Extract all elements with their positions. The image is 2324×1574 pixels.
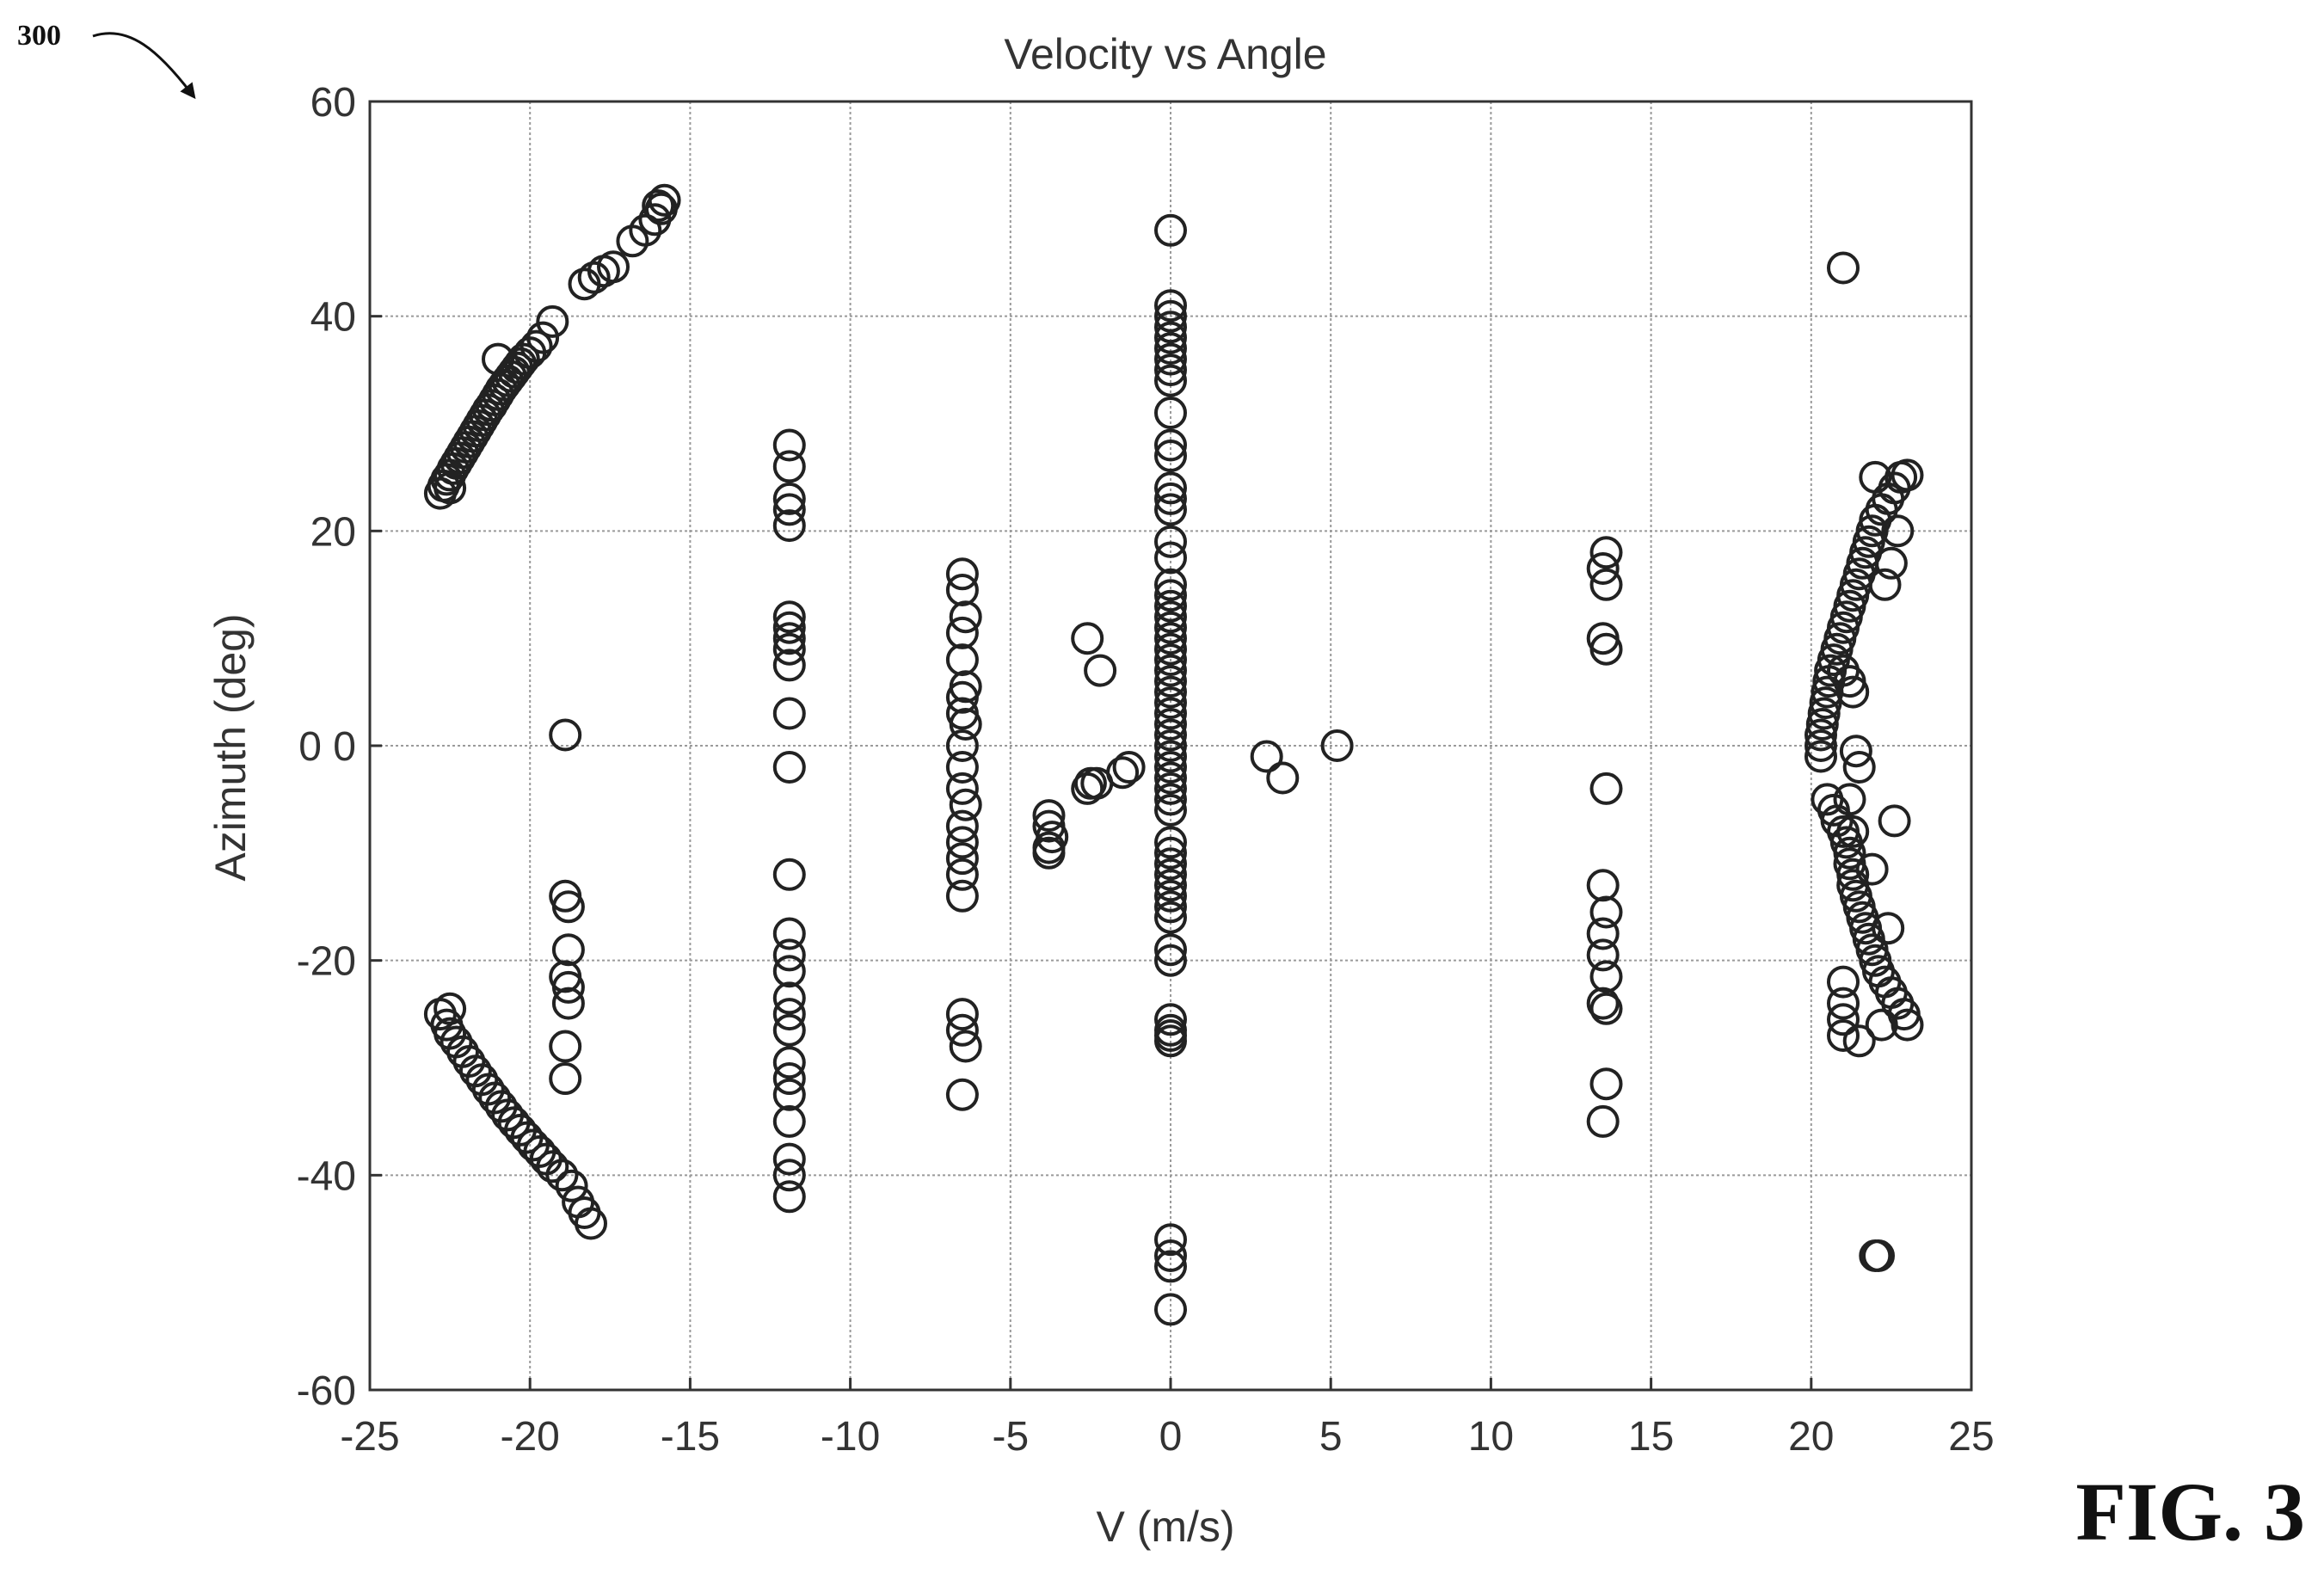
data-point bbox=[576, 1209, 606, 1239]
data-point bbox=[1115, 753, 1144, 782]
y-tick-label: 0 0 bbox=[298, 724, 356, 770]
data-point bbox=[1592, 962, 1621, 991]
x-tick-label: -15 bbox=[661, 1414, 720, 1460]
figure-ref-arrow bbox=[93, 34, 191, 93]
data-point bbox=[550, 721, 580, 750]
data-point bbox=[1592, 570, 1621, 599]
data-point bbox=[1252, 742, 1282, 772]
x-tick-label: -20 bbox=[501, 1414, 560, 1460]
data-point bbox=[775, 1107, 804, 1136]
data-point bbox=[1589, 1107, 1618, 1136]
x-axis-label: V (m/s) bbox=[1096, 1503, 1234, 1551]
data-point bbox=[550, 1064, 580, 1093]
data-point bbox=[775, 699, 804, 729]
data-point bbox=[775, 753, 804, 782]
figure-ref-number: 300 bbox=[17, 20, 61, 52]
chart-title: Velocity vs Angle bbox=[1004, 30, 1326, 78]
data-point bbox=[775, 1182, 804, 1211]
data-point bbox=[618, 226, 647, 255]
x-tick-label: 25 bbox=[1948, 1414, 1994, 1460]
figure-label: FIG. 3 bbox=[2075, 1466, 2305, 1558]
data-point bbox=[570, 1198, 599, 1227]
data-point bbox=[554, 892, 583, 921]
y-tick-label: -20 bbox=[297, 939, 356, 985]
x-tick-label: -10 bbox=[821, 1414, 880, 1460]
grid-lines bbox=[370, 101, 1971, 1390]
x-tick-label: 20 bbox=[1788, 1414, 1834, 1460]
data-point bbox=[1841, 736, 1871, 765]
x-tick-label: -25 bbox=[340, 1414, 399, 1460]
data-point bbox=[563, 1188, 593, 1217]
data-point bbox=[1592, 1069, 1621, 1098]
y-axis-label: Azimuth (deg) bbox=[206, 613, 255, 881]
y-tick-label: -60 bbox=[297, 1368, 356, 1414]
data-point bbox=[775, 860, 804, 889]
data-point bbox=[1085, 656, 1115, 686]
data-point bbox=[1073, 624, 1102, 653]
data-point bbox=[775, 452, 804, 481]
data-point bbox=[1156, 216, 1185, 245]
x-tick-label: -5 bbox=[992, 1414, 1029, 1460]
x-tick-label: 0 bbox=[1159, 1414, 1183, 1460]
data-point bbox=[1592, 774, 1621, 803]
data-point bbox=[948, 1080, 977, 1110]
data-point bbox=[1880, 806, 1909, 835]
data-point bbox=[951, 1032, 981, 1061]
data-points bbox=[426, 186, 1922, 1325]
data-point bbox=[1268, 764, 1297, 793]
data-point bbox=[948, 618, 977, 648]
x-tick-label: 10 bbox=[1468, 1414, 1514, 1460]
y-tick-label: 40 bbox=[310, 295, 356, 341]
data-point bbox=[948, 882, 977, 911]
x-tick-label: 5 bbox=[1319, 1414, 1343, 1460]
y-tick-label: -40 bbox=[297, 1153, 356, 1199]
data-point bbox=[1589, 870, 1618, 900]
axis-ticks: -25 -20 -15 -10 -5 0 5 10 15 20 25 -60 -40 -20 0 0 20 40… bbox=[297, 80, 1995, 1460]
data-point bbox=[550, 1032, 580, 1061]
data-point bbox=[1845, 1026, 1874, 1055]
data-point bbox=[1829, 254, 1858, 283]
data-point bbox=[1877, 978, 1906, 1007]
data-point bbox=[948, 645, 977, 674]
x-tick-label: 15 bbox=[1628, 1414, 1674, 1460]
data-point bbox=[1592, 635, 1621, 664]
y-tick-label: 60 bbox=[310, 80, 356, 126]
y-tick-label: 20 bbox=[310, 509, 356, 555]
